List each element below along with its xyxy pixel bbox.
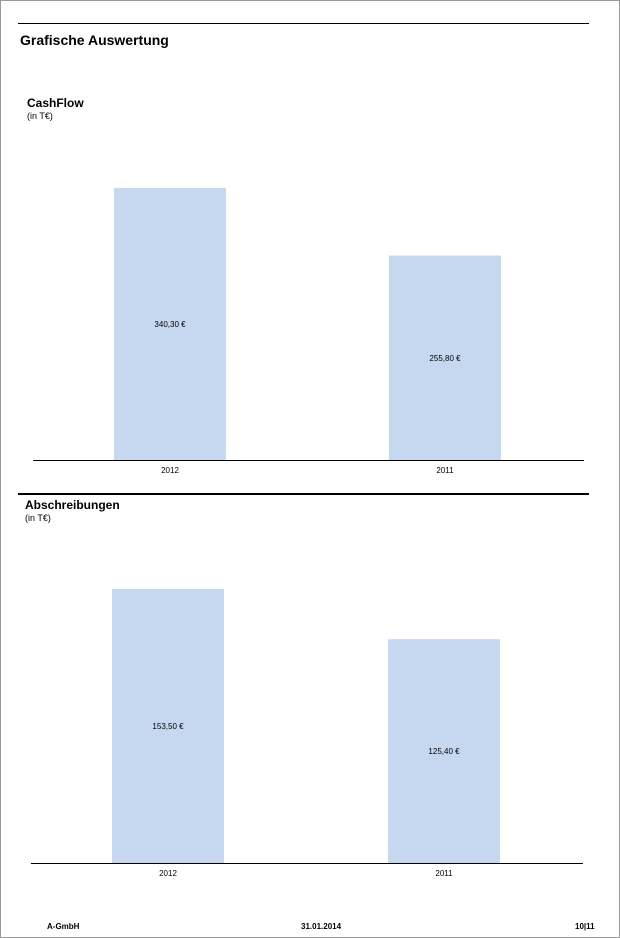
data-label-2011: 255,80 € <box>429 354 461 363</box>
top-rule <box>18 23 589 24</box>
x-tick-label-2011: 2011 <box>435 869 453 878</box>
data-label-2012: 340,30 € <box>154 320 186 329</box>
chart-subtitle-abschreibungen: (in T€) <box>25 513 51 523</box>
footer-company: A-GmbH <box>47 922 80 931</box>
bar-2011 <box>389 255 501 460</box>
bar-2012 <box>114 188 226 460</box>
section-divider <box>18 493 589 495</box>
bar-2011 <box>388 639 500 863</box>
footer-page-number: 10|11 <box>575 922 595 931</box>
chart-title-abschreibungen: Abschreibungen <box>25 498 120 512</box>
footer-date: 31.01.2014 <box>301 922 342 931</box>
data-label-2011: 125,40 € <box>428 747 460 756</box>
x-tick-label-2012: 2012 <box>159 869 177 878</box>
data-label-2012: 153,50 € <box>152 722 184 731</box>
page-title: Grafische Auswertung <box>20 32 169 48</box>
chart-subtitle-cashflow: (in T€) <box>27 111 53 121</box>
chart-title-cashflow: CashFlow <box>27 96 84 110</box>
x-tick-label-2012: 2012 <box>161 466 179 475</box>
x-tick-label-2011: 2011 <box>436 466 454 475</box>
bar-2012 <box>112 589 224 863</box>
